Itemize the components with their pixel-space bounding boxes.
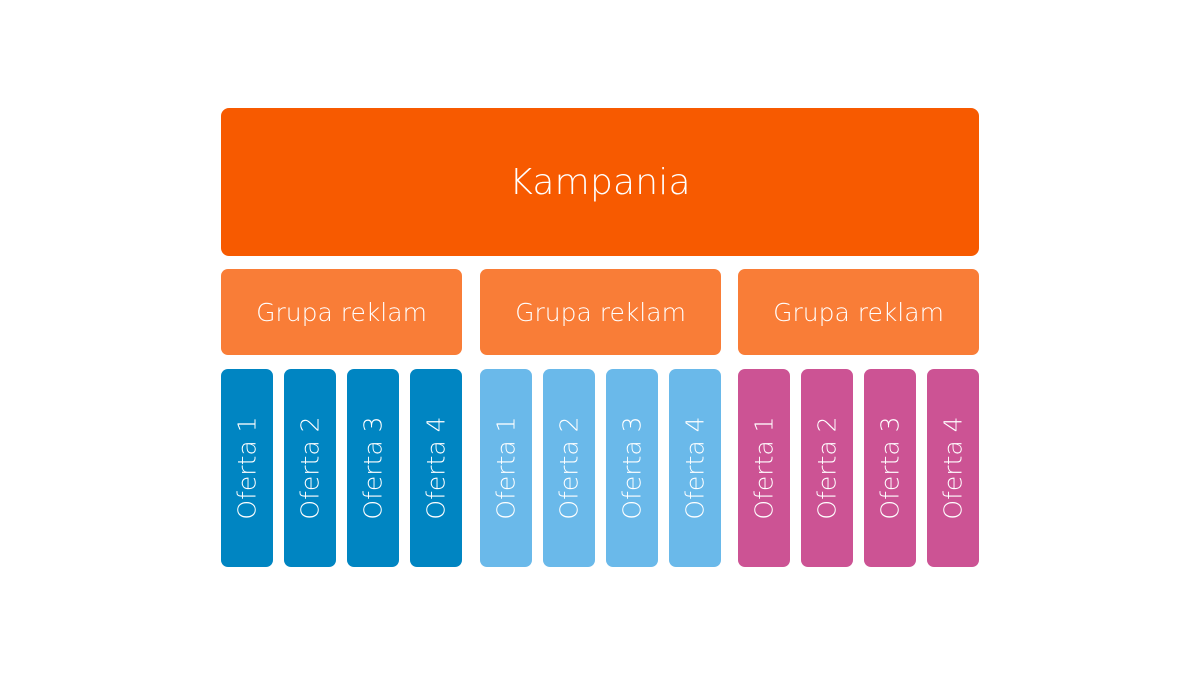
offer-box: Oferta 2 [284,369,336,567]
offer-label: Oferta 1 [232,416,262,520]
offer-box: Oferta 3 [347,369,399,567]
offer-label: Oferta 1 [749,416,779,520]
campaign-box: Kampania [221,108,979,256]
ad-group-label: Grupa reklam [256,297,427,327]
offer-box: Oferta 2 [801,369,853,567]
offer-label: Oferta 4 [421,416,451,520]
offer-box: Oferta 3 [864,369,916,567]
offer-label: Oferta 1 [491,416,521,520]
ad-group-box-1: Grupa reklam [221,269,462,355]
offer-label: Oferta 3 [875,416,905,520]
offer-box: Oferta 4 [927,369,979,567]
campaign-label: Kampania [509,161,691,203]
ad-group-box-2: Grupa reklam [480,269,721,355]
ad-group-box-3: Grupa reklam [738,269,979,355]
offer-box: Oferta 1 [480,369,532,567]
offer-label: Oferta 4 [938,416,968,520]
offer-box: Oferta 2 [543,369,595,567]
offer-label: Oferta 3 [617,416,647,520]
offer-label: Oferta 4 [680,416,710,520]
offer-label: Oferta 2 [295,416,325,520]
offer-box: Oferta 4 [410,369,462,567]
offer-label: Oferta 2 [554,416,584,520]
ad-group-label: Grupa reklam [773,297,944,327]
ad-group-label: Grupa reklam [515,297,686,327]
offer-box: Oferta 1 [221,369,273,567]
offer-box: Oferta 3 [606,369,658,567]
offer-label: Oferta 3 [358,416,388,520]
offer-box: Oferta 1 [738,369,790,567]
offer-label: Oferta 2 [812,416,842,520]
offer-box: Oferta 4 [669,369,721,567]
